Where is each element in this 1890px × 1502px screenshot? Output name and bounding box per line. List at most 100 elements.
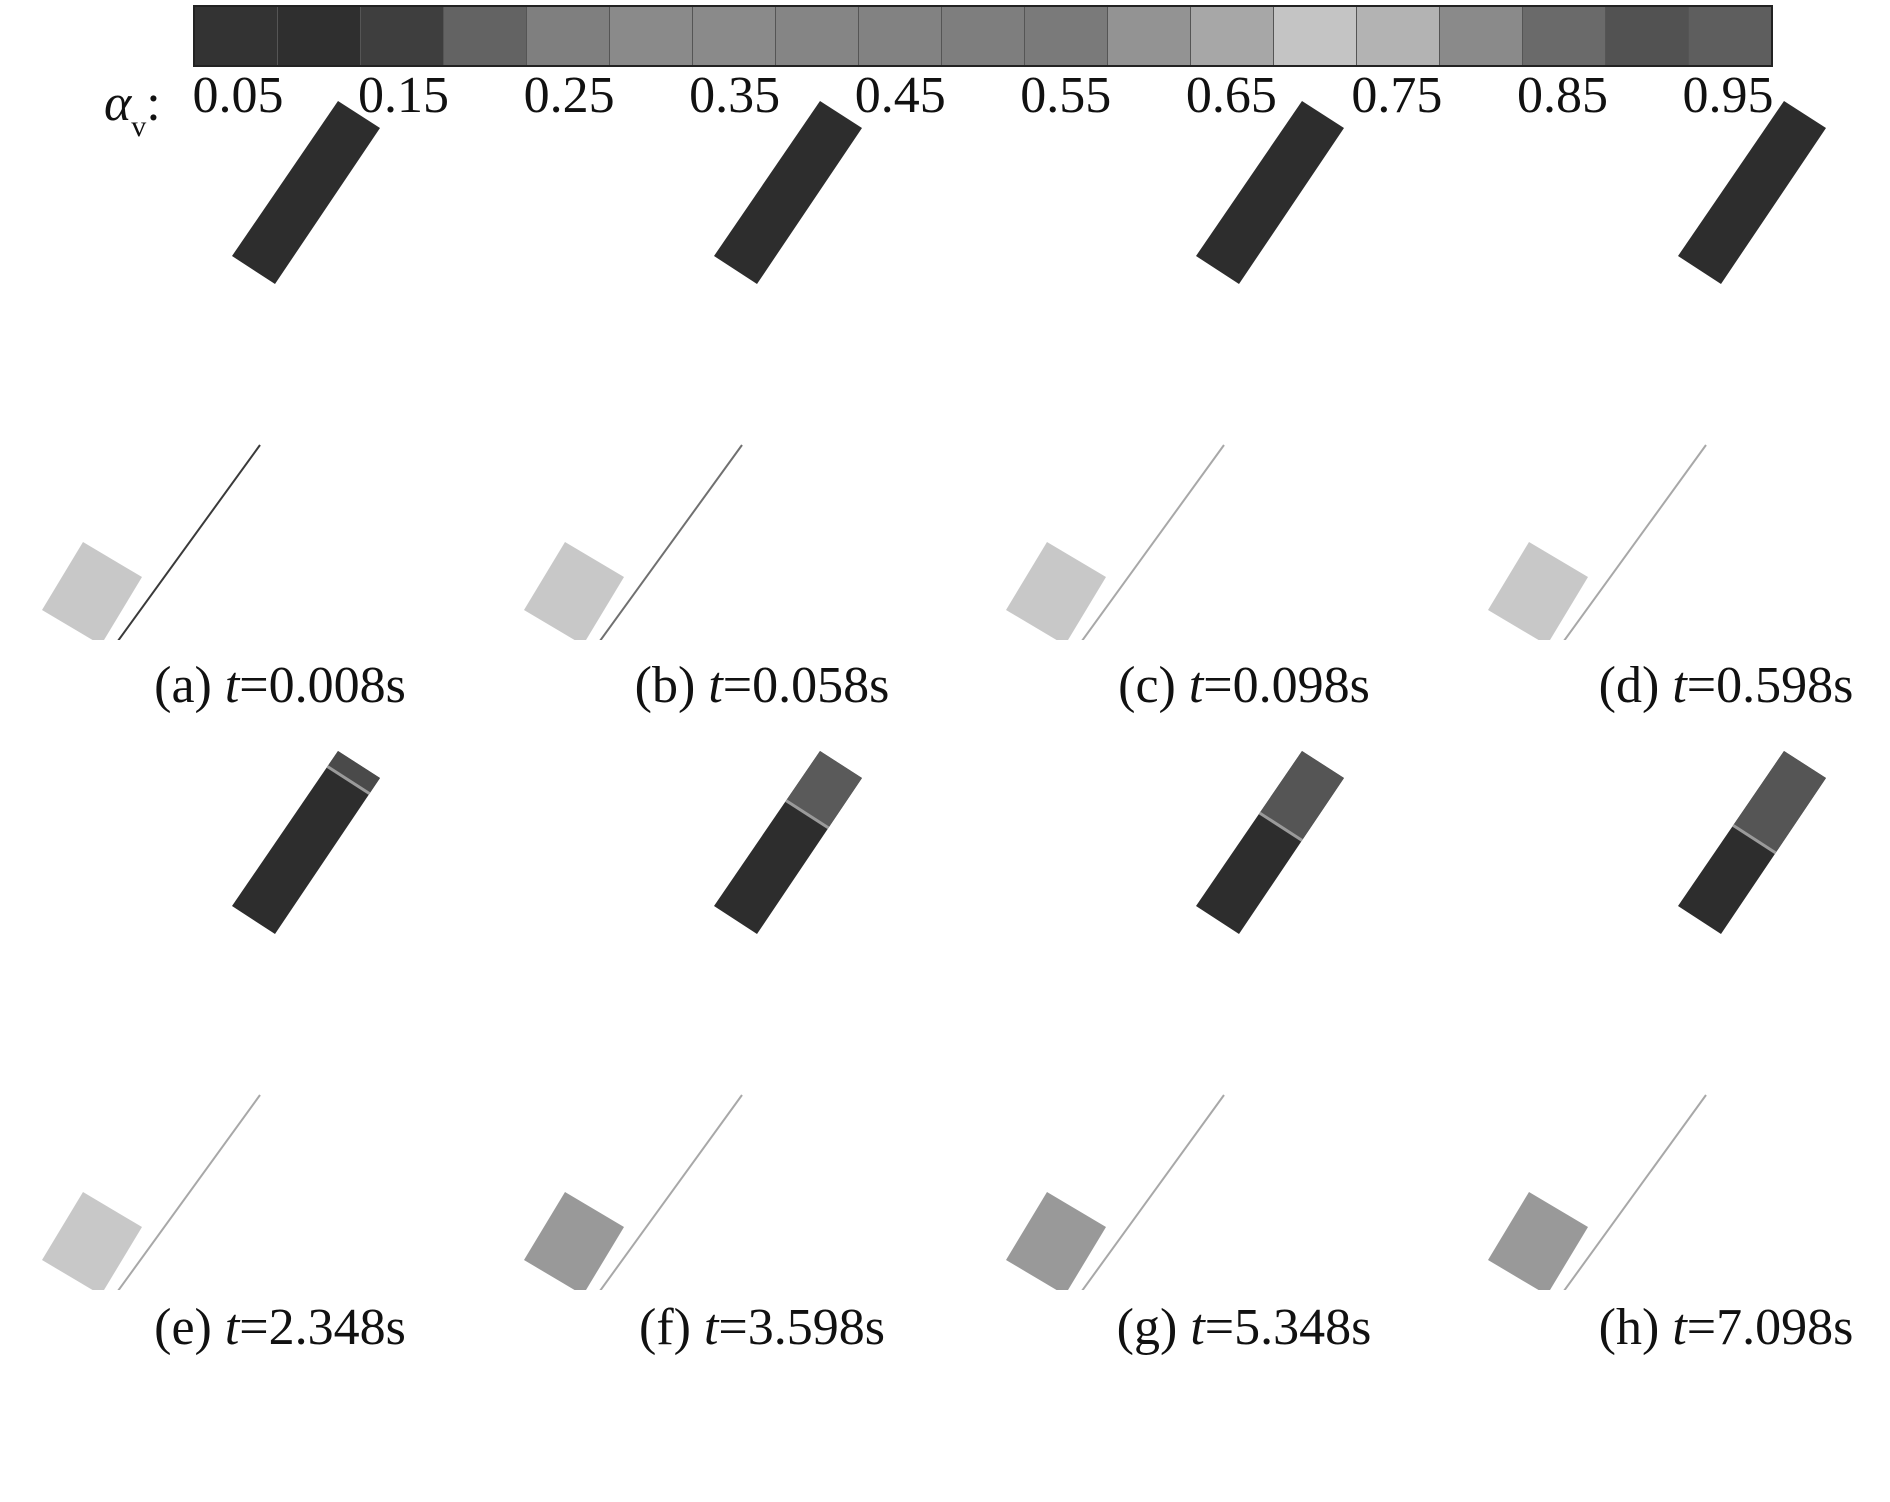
bottom-tank [1006, 1192, 1106, 1290]
phase-interface [1258, 811, 1303, 842]
time-value: =0.098s [1203, 657, 1370, 714]
colorbar-segment [361, 7, 444, 65]
colorbar-tick-label: 0.35 [689, 67, 781, 124]
panel-f: (f) t=3.598s [522, 690, 1002, 1356]
top-tank [1196, 101, 1344, 284]
panel-label: (g) [1116, 1299, 1178, 1356]
colorbar-segment [1274, 7, 1357, 65]
colorbar-tick-label: 0.05 [192, 67, 284, 124]
top-tank-upper-region [327, 751, 380, 794]
colorbar-segment [1108, 7, 1191, 65]
colorbar-segment [610, 7, 693, 65]
top-tank [714, 101, 862, 284]
connecting-pipe [1081, 444, 1225, 640]
connecting-pipe [117, 444, 261, 640]
phase-interface [326, 765, 371, 795]
colorbar-segment [1689, 7, 1771, 65]
connecting-pipe [1081, 1094, 1225, 1290]
time-value: =0.008s [239, 657, 406, 714]
colorbar-segment [693, 7, 776, 65]
panel-drawing [1488, 751, 1826, 1290]
panel-caption: (h) t=7.098s [1486, 1298, 1890, 1357]
colorbar-tick-label: 0.95 [1682, 67, 1774, 124]
time-value: =7.098s [1686, 1299, 1854, 1356]
panel-caption: (g) t=5.348s [1004, 1298, 1484, 1357]
connecting-pipe [599, 1094, 743, 1290]
time-variable: t [703, 1299, 719, 1356]
panel-label: (a) [154, 657, 212, 714]
bottom-tank [1488, 542, 1588, 640]
top-tank [1678, 101, 1826, 284]
colorbar-segment [278, 7, 361, 65]
colorbar-tick-label: 0.75 [1351, 67, 1443, 124]
panel-g: (g) t=5.348s [1004, 690, 1484, 1356]
colorbar-segment [1191, 7, 1274, 65]
panel-c: (c) t=0.098s [1004, 40, 1484, 714]
panel-e: (e) t=2.348s [40, 690, 520, 1356]
panel-caption: (a) t=0.008s [40, 656, 520, 715]
colorbar-tick-label: 0.55 [1020, 67, 1112, 124]
colorbar-tick-label: 0.15 [358, 67, 450, 124]
panel-label: (c) [1118, 657, 1176, 714]
top-tank [232, 751, 380, 934]
panel-label: (e) [154, 1299, 212, 1356]
panel-caption: (f) t=3.598s [522, 1298, 1002, 1357]
panel-label: (d) [1598, 657, 1660, 714]
colorbar-segment [859, 7, 942, 65]
connecting-pipe [1563, 1094, 1707, 1290]
panel-a: (a) t=0.008s [40, 40, 520, 714]
time-value: =0.598s [1686, 657, 1854, 714]
colorbar-segment [1357, 7, 1440, 65]
panel-label: (h) [1598, 1299, 1660, 1356]
top-tank [232, 101, 380, 284]
panel-drawing [1488, 101, 1826, 640]
panel-drawing [1006, 751, 1344, 1290]
connecting-pipe [1563, 444, 1707, 640]
time-value: =3.598s [718, 1299, 885, 1356]
colorbar-variable-label: αv: [104, 75, 161, 143]
top-tank-upper-region [1733, 751, 1826, 853]
colorbar-tick-label: 0.25 [523, 67, 615, 124]
panel-drawing [42, 101, 380, 640]
time-value: =5.348s [1204, 1299, 1372, 1356]
panel-drawing [1006, 101, 1344, 640]
colorbar-tick-label: 0.65 [1185, 67, 1277, 124]
time-variable: t [224, 1299, 240, 1356]
top-tank-upper-region [1259, 751, 1344, 841]
colorbar-segment [195, 7, 278, 65]
phase-interface [785, 799, 830, 830]
bottom-tank [524, 542, 624, 640]
connecting-pipe [599, 444, 743, 640]
panel-b: (b) t=0.058s [522, 40, 1002, 714]
time-variable: t [224, 657, 240, 714]
panel-caption: (b) t=0.058s [522, 656, 1002, 715]
time-value: =0.058s [722, 657, 890, 714]
colorbar-segment [1440, 7, 1523, 65]
bottom-tank [1006, 542, 1106, 640]
time-variable: t [708, 657, 723, 714]
colorbar-segment [1606, 7, 1689, 65]
colorbar-tick-label: 0.85 [1516, 67, 1608, 124]
colorbar-segment [1025, 7, 1108, 65]
colorbar-segment [1523, 7, 1606, 65]
panel-label: (b) [634, 657, 696, 714]
panel-caption: (e) t=2.348s [40, 1298, 520, 1357]
colorbar-segment [527, 7, 610, 65]
panel-drawing [42, 751, 380, 1290]
panel-label: (f) [639, 1299, 691, 1356]
time-variable: t [1672, 1299, 1687, 1356]
panel-caption: (d) t=0.598s [1486, 656, 1890, 715]
bottom-tank [1488, 1192, 1588, 1290]
time-value: =2.348s [239, 1299, 406, 1356]
panel-d: (d) t=0.598s [1486, 40, 1890, 714]
panel-h: (h) t=7.098s [1486, 690, 1890, 1356]
time-variable: t [1188, 657, 1204, 714]
bottom-tank [42, 542, 142, 640]
panel-drawing [524, 101, 862, 640]
colorbar-tick-label: 0.45 [854, 67, 946, 124]
top-tank-upper-region [786, 751, 862, 828]
panel-drawing [524, 751, 862, 1290]
time-variable: t [1672, 657, 1687, 714]
colorbar-segment [942, 7, 1025, 65]
colorbar [193, 5, 1773, 67]
